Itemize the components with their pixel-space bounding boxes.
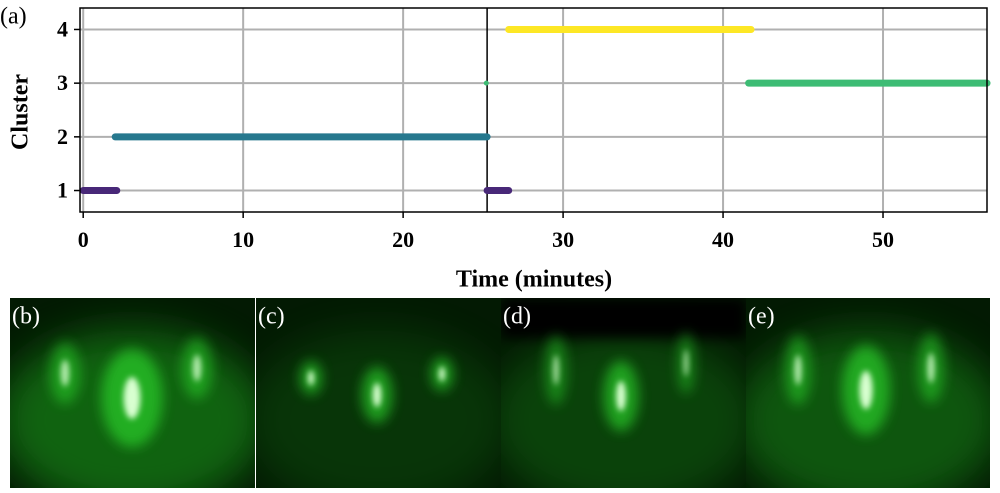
streak-core	[927, 353, 935, 383]
y-tick-label: 2	[57, 124, 68, 149]
diffraction-image: (b)	[10, 298, 255, 488]
x-tick-label: 50	[872, 227, 894, 252]
chart: 0 10 20 30 40 50 1 2 3 4 (a) Time (minutes) Cluster	[0, 4, 991, 293]
streak-core	[794, 355, 802, 385]
y-tick-label: 3	[57, 70, 68, 95]
y-axis-label: Cluster	[8, 74, 34, 150]
image-content	[746, 298, 990, 488]
diffraction-image: (e)	[746, 298, 990, 488]
image-label: (b)	[12, 304, 40, 330]
streak-core	[123, 377, 141, 419]
y-tick-label: 4	[57, 17, 68, 42]
streak-core	[616, 381, 626, 411]
streak-core	[439, 366, 445, 382]
dark-band	[501, 298, 746, 338]
image-label: (e)	[748, 304, 775, 330]
diffraction-image: (c)	[256, 298, 501, 488]
streak-core	[372, 383, 382, 407]
streak-core	[308, 370, 314, 386]
panel-label: (a)	[0, 4, 27, 30]
plot-frame	[79, 7, 988, 213]
image-content	[10, 298, 255, 488]
image-row: (b) (c) (d) (e)	[10, 298, 990, 488]
image-label: (c)	[258, 304, 285, 330]
x-tick-label: 0	[78, 227, 89, 252]
x-tick-label: 10	[232, 227, 254, 252]
streak-core	[60, 359, 70, 387]
image-label: (d)	[503, 304, 531, 330]
y-tick-label: 1	[57, 178, 68, 203]
streak-core	[553, 355, 559, 385]
image-content	[501, 298, 746, 488]
x-tick-label: 30	[552, 227, 574, 252]
streak-core	[859, 370, 873, 410]
streak-core	[683, 349, 689, 377]
diffraction-image: (d)	[501, 298, 746, 488]
x-tick-label: 40	[712, 227, 734, 252]
image-content	[256, 298, 501, 488]
streak-core	[192, 354, 202, 382]
x-tick-label: 20	[392, 227, 414, 252]
x-axis-label: Time (minutes)	[456, 267, 612, 293]
